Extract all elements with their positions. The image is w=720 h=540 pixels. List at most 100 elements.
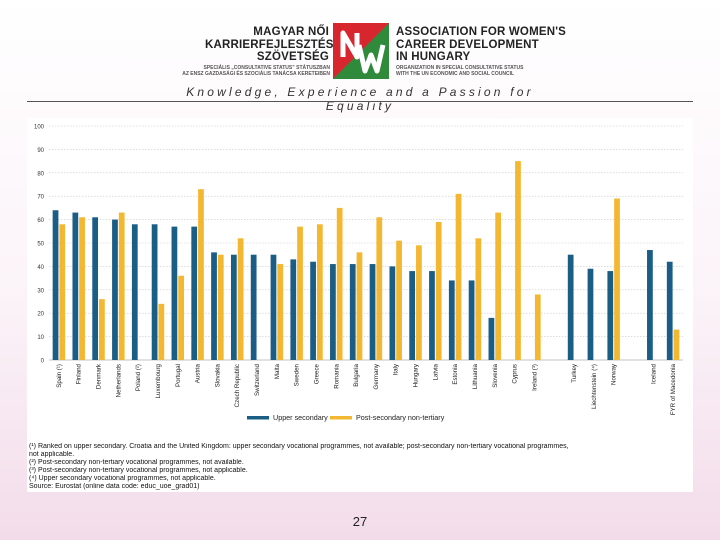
bar-post-secondary	[515, 161, 521, 360]
bar-upper-secondary	[211, 252, 217, 360]
bar-post-secondary	[217, 254, 224, 360]
bar-upper-secondary	[587, 268, 594, 360]
bar-upper-secondary	[488, 317, 495, 360]
x-tick-label: Czech Republic	[234, 364, 241, 407]
bar-upper-secondary	[607, 271, 614, 360]
bar-upper-secondary	[290, 259, 297, 360]
bar-post-secondary	[376, 217, 383, 360]
y-tick-label: 40	[37, 265, 44, 271]
bar-post-secondary	[277, 264, 284, 360]
organization-logo	[333, 23, 389, 79]
x-tick-label: Cyprus	[512, 364, 519, 384]
bar-upper-secondary	[52, 210, 59, 360]
x-tick-label: Liechtenstein (⁴)	[591, 364, 598, 409]
bar-post-secondary	[198, 189, 204, 360]
legend-label: Post-secondary non-tertiary	[356, 413, 445, 422]
bar-post-secondary	[59, 224, 66, 360]
bar-upper-secondary	[647, 250, 653, 360]
x-tick-label: Hungary	[413, 363, 420, 387]
bar-upper-secondary	[131, 224, 138, 360]
bar-upper-secondary	[230, 254, 237, 360]
bar-post-secondary	[475, 238, 482, 360]
x-tick-label: Germany	[373, 363, 380, 389]
y-tick-label: 90	[37, 148, 44, 154]
x-tick-label: Austria	[195, 363, 202, 383]
bar-upper-secondary	[310, 261, 316, 360]
bar-post-secondary	[455, 193, 462, 360]
x-tick-label: Poland (²)	[135, 364, 142, 391]
bar-post-secondary	[416, 245, 422, 360]
legend-swatch	[330, 416, 352, 420]
page-number: 27	[352, 514, 368, 529]
x-tick-label: Spain (¹)	[56, 364, 63, 388]
bar-post-secondary	[435, 221, 442, 360]
y-tick-label: 0	[41, 359, 45, 365]
chart-panel: 0 10 20 30 40 50 60 70 80 90 100 Spain (¹) Finland De…	[27, 118, 693, 492]
bar-upper-secondary	[349, 264, 356, 360]
bar-post-secondary	[673, 329, 680, 360]
bar-upper-secondary	[171, 226, 178, 360]
legend-label: Upper secondary	[273, 413, 328, 422]
footnote: (¹) Ranked on upper secondary. Croatia a…	[29, 443, 569, 450]
x-tick-label: Romania	[333, 363, 340, 388]
hungarian-org-name: MAGYAR NŐI KARRIERFEJLESZTÉSI SZÖVETSÉG	[205, 26, 338, 63]
bar-upper-secondary	[250, 254, 257, 360]
tagline: Knowledge, Experience and a Passion for …	[186, 85, 534, 113]
logo-letter-w	[356, 44, 386, 74]
x-tick-label: Portugal	[175, 364, 182, 387]
bar-upper-secondary	[112, 219, 118, 360]
bar-post-secondary	[118, 212, 125, 360]
bar-upper-secondary	[389, 266, 396, 360]
footnote: not applicable.	[29, 451, 75, 459]
bar-post-secondary	[316, 224, 323, 360]
legend-swatch	[247, 416, 269, 420]
x-tick-label: Greece	[313, 363, 320, 384]
bar-upper-secondary	[330, 264, 336, 360]
source-note: Source: Eurostat (online data code: educ…	[29, 483, 200, 491]
x-tick-label: FYR of Macedonia	[670, 363, 677, 415]
bar-upper-secondary	[369, 264, 376, 360]
y-tick-label: 80	[37, 171, 44, 177]
bar-chart: 0 10 20 30 40 50 60 70 80 90 100 Spain (¹) Finland De…	[34, 125, 683, 422]
x-tick-label: Finland	[76, 363, 83, 384]
english-org-subtitle: ORGANIZATION IN SPECIAL CONSULTATIVE STA…	[396, 65, 524, 77]
header-divider	[27, 101, 693, 102]
bar-upper-secondary	[567, 254, 574, 360]
bar-post-secondary	[237, 238, 244, 360]
y-tick-label: 100	[34, 125, 45, 131]
bar-upper-secondary	[409, 271, 416, 360]
bar-post-secondary	[178, 275, 185, 360]
footnote: (²) Post-secondary non-tertiary vocation…	[29, 459, 244, 467]
x-tick-label: Norway	[611, 363, 618, 385]
bar-post-secondary	[158, 303, 165, 360]
bar-post-secondary	[336, 207, 343, 360]
footnote: (⁴) Upper secondary vocational programme…	[29, 475, 216, 483]
bar-upper-secondary	[666, 261, 673, 360]
x-tick-label: Lithuania	[472, 363, 479, 389]
bar-post-secondary	[99, 299, 105, 360]
x-tick-label: Denmark	[96, 363, 103, 389]
bar-upper-secondary	[270, 254, 277, 360]
x-tick-label: Ireland (³)	[531, 364, 538, 391]
bar-post-secondary	[534, 294, 541, 360]
header: MAGYAR NŐI KARRIERFEJLESZTÉSI SZÖVETSÉG …	[0, 0, 720, 113]
x-tick-label: Estonia	[452, 363, 459, 384]
footnote: (³) Post-secondary non-tertiary vocation…	[29, 467, 248, 475]
y-tick-label: 50	[37, 242, 44, 248]
hungarian-org-subtitle: SPECIÁLIS „CONSULTATIVE STATUS” STÁTUSZB…	[182, 65, 330, 77]
bar-post-secondary	[495, 212, 502, 360]
english-org-name: ASSOCIATION FOR WOMEN'S CAREER DEVELOPME…	[396, 26, 567, 63]
x-tick-label: Latvia	[432, 363, 439, 380]
x-tick-label: Switzerland	[254, 363, 261, 396]
y-tick-label: 30	[37, 288, 44, 294]
bar-post-secondary	[79, 217, 85, 360]
x-tick-label: Sweden	[294, 363, 301, 386]
x-tick-label: Netherlands	[115, 364, 122, 397]
bar-upper-secondary	[468, 280, 475, 360]
bar-upper-secondary	[429, 271, 435, 360]
bar-upper-secondary	[72, 212, 79, 360]
x-tick-label: Italy	[393, 363, 400, 375]
bar-post-secondary	[297, 226, 303, 360]
x-tick-label: Luxembourg	[155, 363, 162, 398]
bar-upper-secondary	[151, 224, 158, 360]
